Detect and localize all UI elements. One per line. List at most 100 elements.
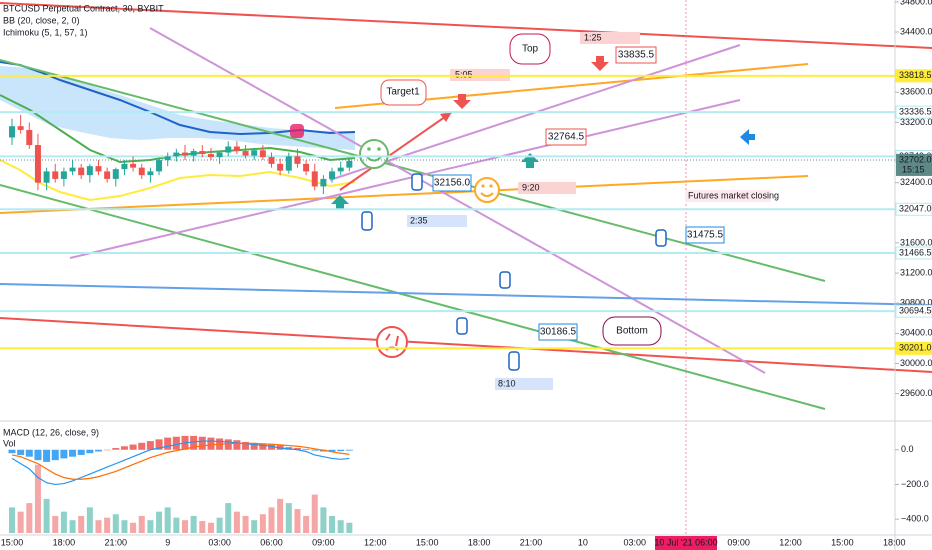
- indicator-label: Vol: [3, 438, 16, 448]
- x-tick-label: 12:00: [364, 537, 387, 547]
- trend-line: [0, 59, 826, 282]
- macd-histogram: [164, 437, 172, 450]
- target-arrow: [339, 111, 453, 191]
- candle-body: [268, 157, 275, 164]
- macd-histogram: [60, 449, 68, 459]
- annotation: Target1: [386, 87, 420, 98]
- macd-histogram: [207, 437, 215, 450]
- annotation: 33835.5: [618, 50, 655, 61]
- hand-icon: [508, 351, 520, 371]
- smiley-eye: [377, 147, 381, 151]
- indicator-label: MACD (12, 26, close, 9): [3, 427, 99, 437]
- candle-body: [190, 151, 197, 156]
- macd-histogram: [172, 436, 180, 450]
- level-label: 31466.5: [899, 247, 932, 257]
- candle-body: [43, 171, 50, 183]
- volume-bar: [233, 511, 240, 533]
- callout: [615, 46, 657, 64]
- callout: [509, 33, 551, 65]
- smiley-eye: [367, 147, 371, 151]
- macd-histogram: [51, 449, 59, 461]
- macd-histogram: [138, 442, 146, 450]
- volume-bar: [78, 515, 85, 533]
- macd-histogram: [242, 441, 250, 450]
- x-tick-label: 10: [578, 537, 588, 547]
- trend-line: [0, 184, 826, 410]
- y-tick-label: 29600.0: [900, 388, 932, 398]
- hand-icons: [361, 173, 667, 371]
- x-tick-label: 06:00: [260, 537, 283, 547]
- volume-bar: [69, 520, 76, 533]
- trend-line: [149, 27, 766, 374]
- volume-bar: [121, 520, 128, 533]
- arrow-head: [440, 112, 452, 122]
- macd-histogram: [95, 449, 102, 452]
- y2-tick-label: 0.0: [901, 444, 914, 454]
- x-tick-label: 15:00: [416, 537, 439, 547]
- macd-histogram: [302, 448, 310, 450]
- ichimoku-cloud: [0, 66, 355, 150]
- hand-icon: [411, 173, 423, 191]
- x-tick-label: 18:00: [53, 537, 76, 547]
- macd-histogram: [155, 439, 163, 450]
- volume-bar: [104, 517, 111, 533]
- volume-bar: [95, 520, 102, 533]
- volume-bar: [147, 520, 154, 533]
- macd-histogram: [268, 444, 275, 450]
- candle-body: [78, 167, 85, 176]
- y-tick-label: 34800.0: [900, 0, 932, 6]
- trend-line: [0, 175, 809, 214]
- y-tick-label: 33600.0: [900, 87, 932, 97]
- callout: [538, 323, 578, 341]
- candle-body: [207, 154, 214, 158]
- candle-body: [346, 160, 353, 168]
- macd-histogram: [224, 439, 232, 450]
- annotation: Bottom: [616, 326, 648, 337]
- smiley-mouth: [366, 156, 382, 162]
- last-price-time: 15:15: [902, 164, 925, 174]
- smiley-mouth: [480, 192, 494, 197]
- level-label: 32047.0: [899, 204, 932, 214]
- candle-body: [242, 151, 249, 156]
- candle-body: [337, 167, 344, 172]
- candle-body: [225, 146, 232, 153]
- candle-body: [311, 171, 318, 187]
- signal-line: [11, 442, 350, 480]
- callout: [602, 316, 662, 346]
- candle-body: [52, 171, 59, 179]
- volume-bar: [138, 515, 145, 533]
- volume-bar: [311, 494, 318, 533]
- x-tick-label: 03:00: [624, 537, 647, 547]
- annotation: 32764.5: [548, 132, 585, 143]
- x-tick-label: 21:00: [105, 537, 128, 547]
- level-label-box: [895, 105, 932, 119]
- macd-histogram: [328, 449, 336, 452]
- candle-body: [26, 129, 33, 146]
- volume-bar: [225, 503, 232, 533]
- chart-title: BTCUSD Perpetual Contract, 30, BYBIT: [3, 3, 164, 13]
- y-tick-label: 31200.0: [900, 267, 932, 277]
- up-arrow: [521, 153, 539, 168]
- candle-body: [329, 171, 336, 179]
- volume-bar: [112, 514, 119, 533]
- candle-body: [147, 171, 154, 176]
- macd-histogram: [190, 435, 198, 450]
- volume-bar: [207, 522, 214, 533]
- volume-bar: [294, 509, 301, 533]
- volume-bar: [337, 520, 344, 533]
- level-label: 30694.5: [899, 306, 932, 316]
- volume-bar: [285, 503, 292, 533]
- callout: [432, 174, 472, 192]
- range-box: [495, 378, 553, 390]
- macd-histogram: [25, 449, 33, 457]
- y-tick-label: 30400.0: [900, 328, 932, 338]
- volume-bar: [130, 522, 137, 533]
- indicator-label: Ichimoku (5, 1, 57, 1): [3, 27, 88, 37]
- annotation: Top: [522, 44, 539, 55]
- y-tick-label: 33200.0: [900, 117, 932, 127]
- last-price-label: 32702.0: [899, 154, 932, 164]
- macd-histogram: [120, 446, 128, 450]
- volume-bar: [277, 498, 284, 533]
- cat-icon: [290, 124, 304, 138]
